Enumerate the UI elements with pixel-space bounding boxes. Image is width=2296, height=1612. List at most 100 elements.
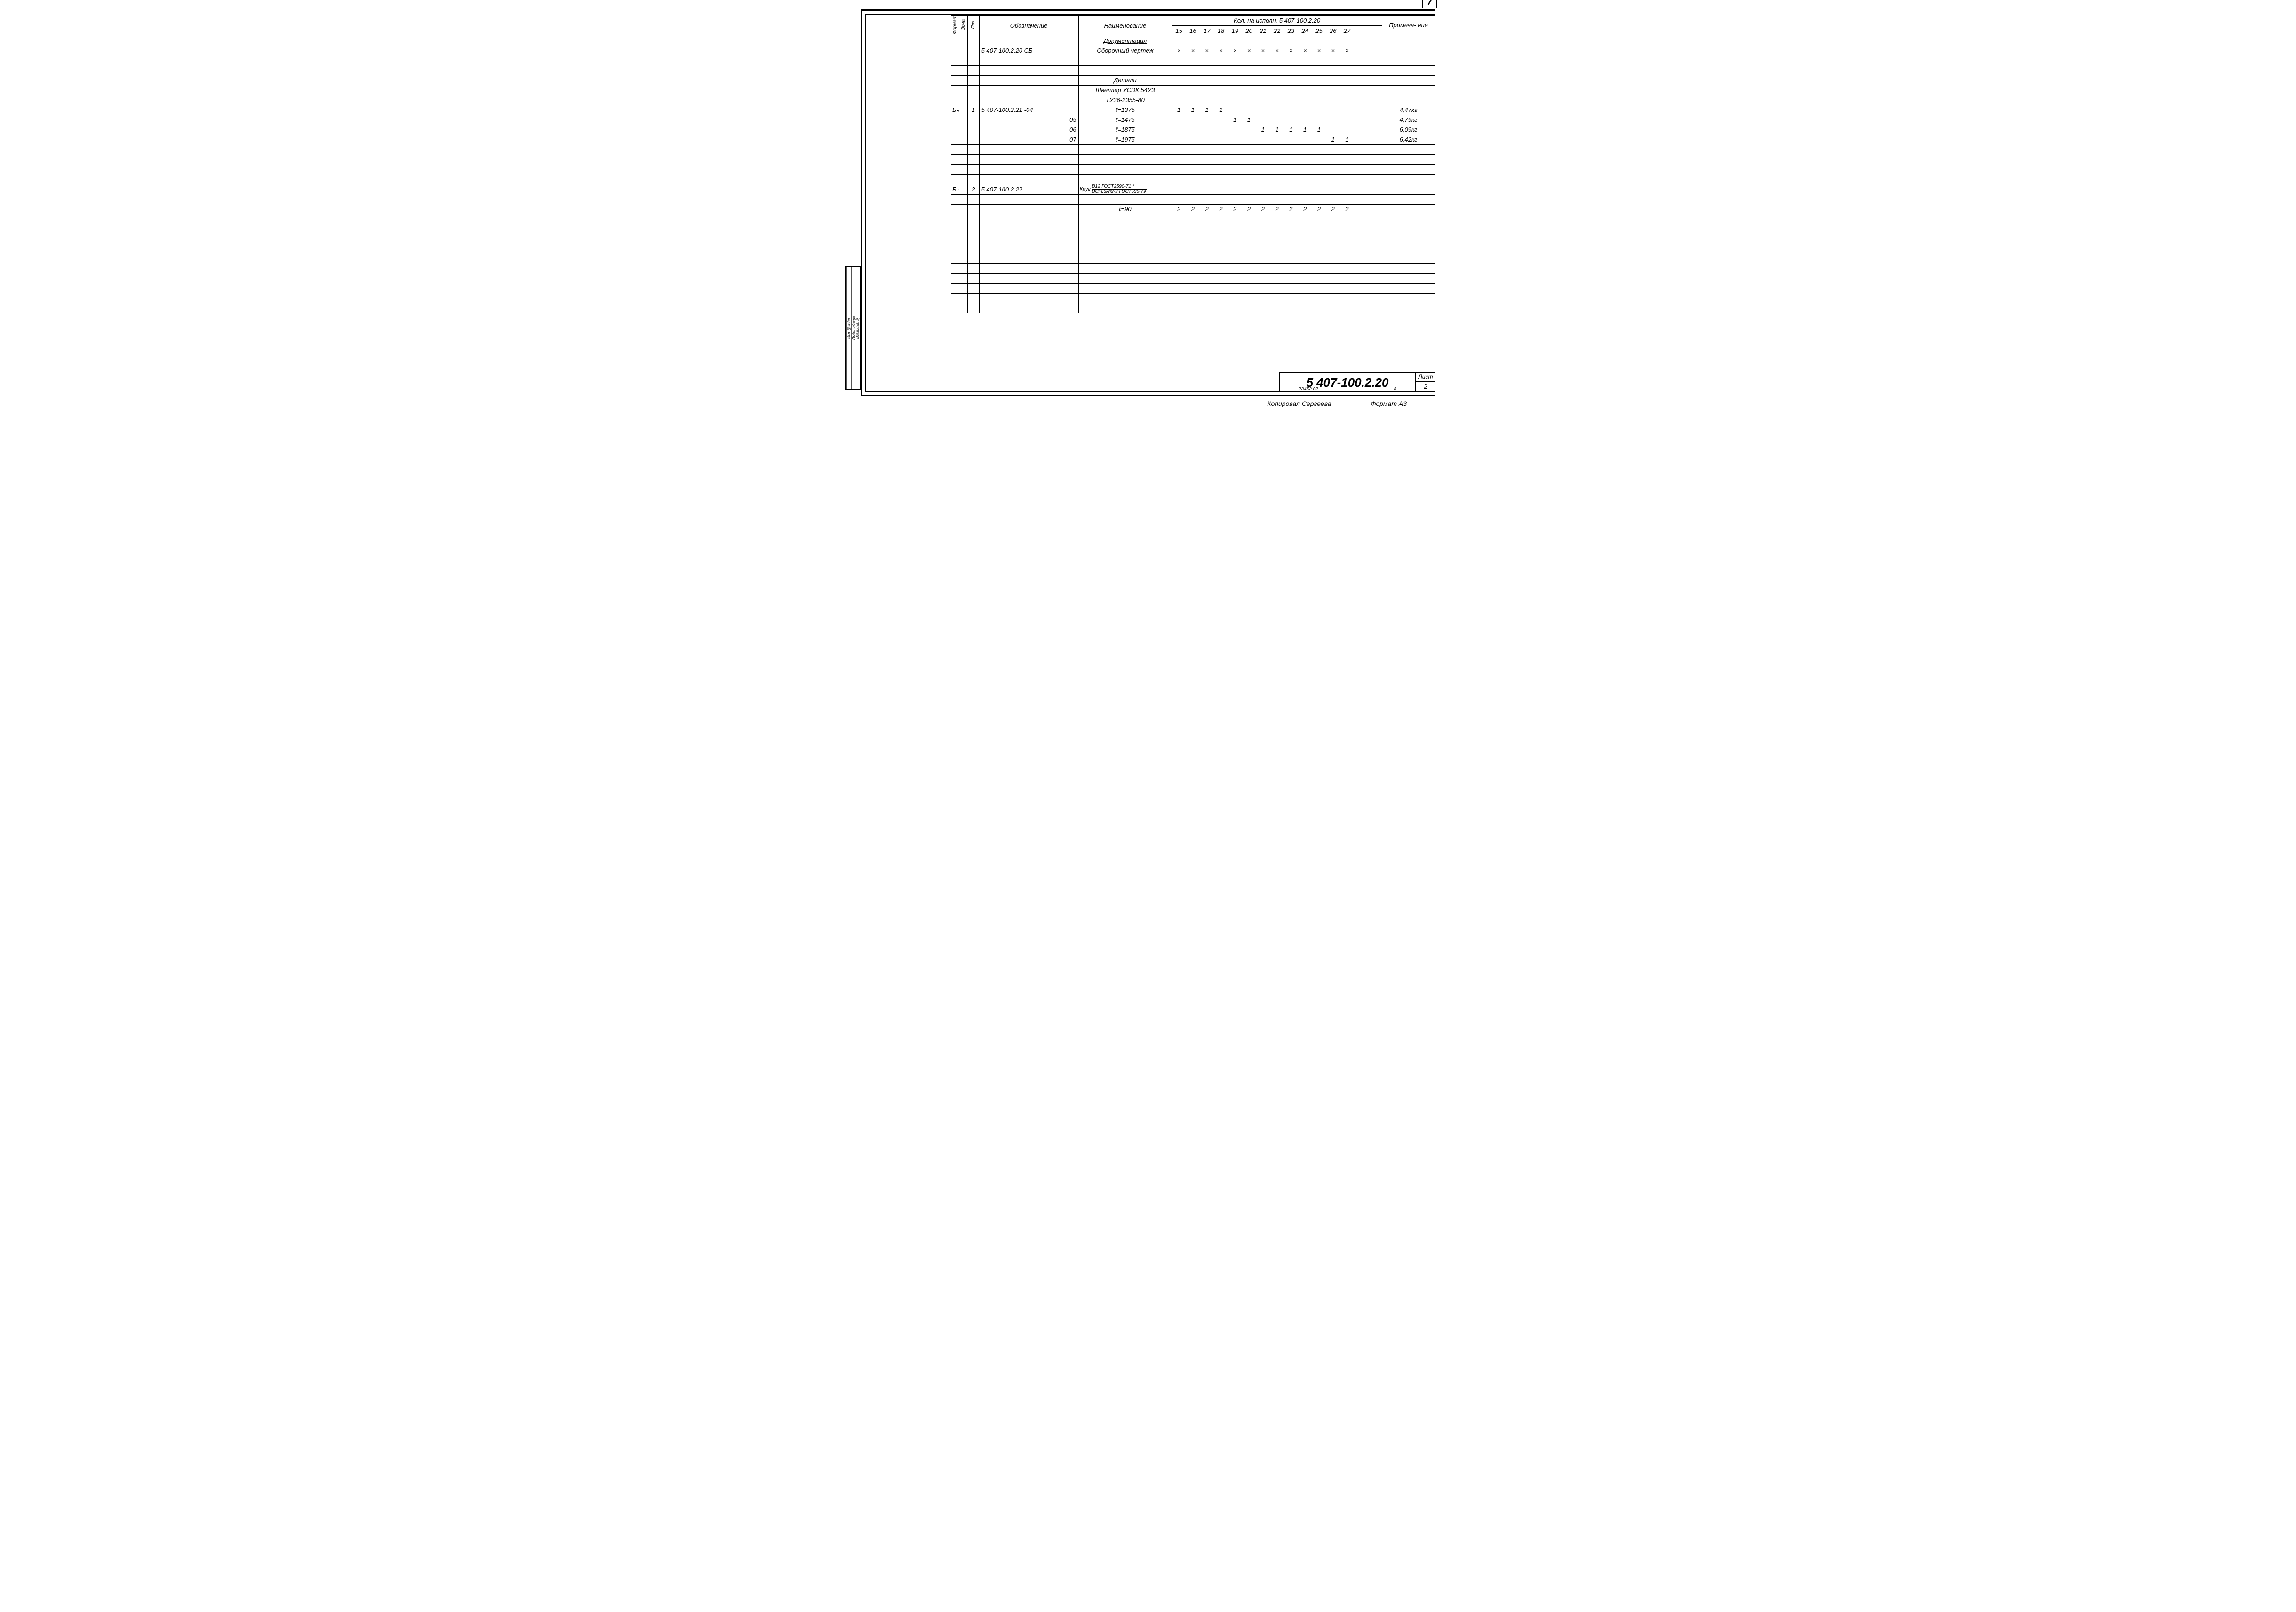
designation-cell <box>979 95 1078 105</box>
drawing-number-cell: 5 407-100.2.20 23452 02 8 <box>1280 373 1416 391</box>
designation-cell: -05 <box>979 115 1078 125</box>
designation-cell: -06 <box>979 125 1078 135</box>
note-cell <box>1382 85 1435 95</box>
qty-cell <box>1228 105 1242 115</box>
qty-cell <box>1242 105 1256 115</box>
designation-cell <box>979 85 1078 95</box>
qty-cell <box>1214 135 1228 144</box>
name-cell: Швеллер УСЭК 54У3 <box>1078 85 1172 95</box>
qty-cell <box>1354 135 1368 144</box>
table-row <box>951 303 1435 313</box>
qty-cell: 1 <box>1200 105 1214 115</box>
position-cell <box>967 204 979 214</box>
qty-col-header: 20 <box>1242 25 1256 36</box>
qty-cell <box>1256 184 1270 194</box>
qty-cell <box>1214 125 1228 135</box>
qty-col-header: 19 <box>1228 25 1242 36</box>
qty-cell: 1 <box>1256 125 1270 135</box>
qty-cell: × <box>1186 46 1200 56</box>
table-row: БЧ25 407-100.2.22КругВ12 ГОСТ2590-71 *ВС… <box>951 184 1435 194</box>
qty-cell: 1 <box>1298 125 1312 135</box>
qty-cell <box>1340 85 1354 95</box>
note-cell <box>1382 184 1435 194</box>
note-cell <box>1382 95 1435 105</box>
col-note: Примеча- ние <box>1382 15 1435 36</box>
qty-col-header: 27 <box>1340 25 1354 36</box>
qty-cell: 1 <box>1214 105 1228 115</box>
note-cell: 4,79кг <box>1382 115 1435 125</box>
designation-cell: 5 407-100.2.20 СБ <box>979 46 1078 56</box>
table-row: ТУ36-2355-80 <box>951 95 1435 105</box>
table-row <box>951 283 1435 293</box>
qty-cell: 1 <box>1242 115 1256 125</box>
qty-cell <box>1186 115 1200 125</box>
qty-cell: 2 <box>1172 204 1186 214</box>
qty-col-header: 24 <box>1298 25 1312 36</box>
qty-cell <box>1270 184 1284 194</box>
sheet-label: Лист <box>1416 373 1435 382</box>
note-cell <box>1382 204 1435 214</box>
qty-cell <box>1172 184 1186 194</box>
qty-cell <box>1298 95 1312 105</box>
qty-cell <box>1368 95 1382 105</box>
col-pos: Поз <box>971 21 976 29</box>
qty-cell: × <box>1326 46 1340 56</box>
qty-cell: × <box>1270 46 1284 56</box>
qty-cell <box>1172 125 1186 135</box>
designation-cell: 5 407-100.2.22 <box>979 184 1078 194</box>
qty-cell <box>1172 115 1186 125</box>
qty-cell <box>1186 95 1200 105</box>
qty-cell: 1 <box>1172 105 1186 115</box>
qty-cell <box>1186 85 1200 95</box>
table-header: Формат Зона Поз Обозначение Наименование… <box>951 15 1435 36</box>
position-cell <box>967 135 979 144</box>
drawing-number: 5 407-100.2.20 <box>1307 375 1389 389</box>
qty-cell: × <box>1214 46 1228 56</box>
table-row <box>951 154 1435 164</box>
table-row: -05ℓ=1475114,79кг <box>951 115 1435 125</box>
qty-cell <box>1256 95 1270 105</box>
table-row <box>951 244 1435 254</box>
qty-cell <box>1242 85 1256 95</box>
qty-cell <box>1242 184 1256 194</box>
specification-table: Формат Зона Поз Обозначение Наименование… <box>951 15 1435 313</box>
table-row <box>951 263 1435 273</box>
table-row <box>951 254 1435 263</box>
qty-cell <box>1312 85 1326 95</box>
qty-cell <box>1368 105 1382 115</box>
name-cell: ℓ=1375 <box>1078 105 1172 115</box>
position-cell: 1 <box>967 105 979 115</box>
qty-cell <box>1172 85 1186 95</box>
qty-cell: × <box>1172 46 1186 56</box>
col-zone: Зона <box>961 19 966 30</box>
qty-col-header: 17 <box>1200 25 1214 36</box>
qty-cell <box>1228 125 1242 135</box>
qty-cell <box>1284 95 1298 105</box>
name-cell: Сборочный чертеж <box>1078 46 1172 56</box>
table-row <box>951 65 1435 75</box>
qty-cell <box>1200 125 1214 135</box>
note-cell: 6,42кг <box>1382 135 1435 144</box>
qty-cell: 2 <box>1200 204 1214 214</box>
table-row <box>951 174 1435 184</box>
qty-cell <box>1368 115 1382 125</box>
format-label: Формат А3 <box>1371 400 1407 407</box>
qty-cell <box>1186 135 1200 144</box>
table-row <box>951 194 1435 204</box>
table-row <box>951 144 1435 154</box>
qty-cell <box>1354 204 1368 214</box>
qty-cell <box>1298 105 1312 115</box>
table-row: Швеллер УСЭК 54У3 <box>951 85 1435 95</box>
qty-cell <box>1368 125 1382 135</box>
qty-cell <box>1326 184 1340 194</box>
qty-cell <box>1368 135 1382 144</box>
qty-cell <box>1340 184 1354 194</box>
qty-cell <box>1270 105 1284 115</box>
name-cell: ℓ=1975 <box>1078 135 1172 144</box>
qty-cell <box>1340 125 1354 135</box>
qty-cell <box>1242 95 1256 105</box>
qty-cell <box>1368 184 1382 194</box>
qty-cell <box>1312 135 1326 144</box>
qty-cell <box>1200 184 1214 194</box>
qty-cell: 2 <box>1312 204 1326 214</box>
